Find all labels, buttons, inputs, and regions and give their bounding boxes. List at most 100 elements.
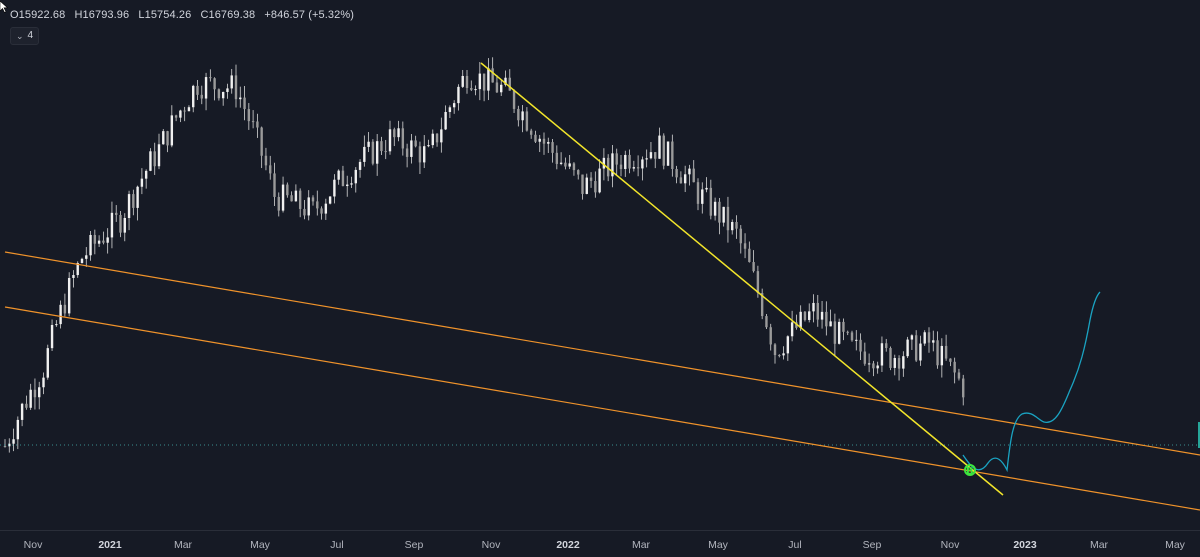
candle-body	[397, 128, 400, 138]
candle-body	[405, 148, 409, 157]
candle-body	[953, 361, 956, 373]
candle-body	[949, 358, 952, 362]
x-tick-label: 2022	[556, 539, 580, 551]
candle-body	[264, 155, 268, 166]
candle-body	[440, 129, 443, 143]
descending-trendline[interactable]	[480, 62, 1004, 496]
candle-body	[495, 82, 499, 93]
candle-body	[491, 68, 494, 83]
candle-body	[662, 135, 665, 166]
candle-body	[380, 141, 383, 152]
candle-body	[688, 168, 691, 175]
candle-body	[8, 443, 11, 447]
candle-body	[936, 340, 939, 366]
projection-path[interactable]	[962, 291, 1101, 473]
candle-body	[298, 190, 302, 209]
candle-body	[303, 208, 306, 216]
candle-body	[696, 182, 700, 204]
candle-body	[773, 344, 777, 356]
candle-body	[457, 86, 460, 104]
candle-body	[778, 355, 781, 357]
candle-body	[867, 363, 871, 365]
candle-body	[478, 73, 482, 90]
upper-channel-line[interactable]	[4, 251, 1200, 456]
candle-body	[611, 153, 614, 177]
candle-body	[273, 173, 276, 197]
candle-body	[435, 133, 439, 143]
candle-body	[281, 184, 285, 211]
candle-body	[701, 189, 704, 204]
candle-body	[521, 111, 524, 121]
candle-body	[850, 332, 854, 341]
candle-body	[893, 358, 896, 368]
candle-body	[414, 140, 417, 147]
candle-body	[221, 91, 225, 99]
candle-body	[906, 339, 909, 357]
candle-body	[324, 203, 328, 214]
candle-body	[410, 140, 413, 157]
time-axis[interactable]: Nov 2021 Mar May Jul Sep Nov 2022 Mar Ma…	[0, 530, 1200, 557]
candle-body	[636, 167, 640, 169]
candle-body	[144, 170, 148, 179]
candle-body	[799, 311, 802, 328]
candle-body	[709, 187, 713, 216]
x-tick-label: May	[1165, 539, 1185, 551]
candle-body	[474, 89, 477, 91]
candle-body	[29, 389, 32, 408]
candle-body	[692, 168, 695, 183]
candle-body	[286, 184, 289, 196]
candle-body	[679, 177, 683, 184]
candle-body	[731, 222, 734, 231]
candle-body	[187, 107, 191, 112]
candle-body	[350, 183, 353, 185]
candle-body	[418, 146, 422, 163]
lower-channel-line[interactable]	[4, 306, 1200, 511]
candle-body	[722, 206, 725, 223]
candle-body	[209, 77, 212, 79]
candle-body	[183, 110, 186, 112]
candle-body	[247, 109, 251, 122]
x-tick-label: May	[250, 539, 270, 551]
candle-body	[534, 134, 537, 142]
buy-marker[interactable]: B	[964, 464, 976, 477]
candle-body	[179, 110, 182, 118]
candle-body	[63, 304, 67, 314]
candle-body	[170, 115, 174, 146]
candle-body	[683, 174, 687, 184]
candle-body	[3, 445, 7, 447]
candle-body	[624, 154, 627, 170]
candle-body	[427, 145, 430, 147]
candle-body	[307, 197, 310, 216]
indicators-toggle-button[interactable]: ⌄ 4	[10, 27, 40, 45]
candle-body	[829, 321, 832, 327]
candle-body	[923, 332, 926, 344]
candle-body	[354, 169, 357, 184]
candle-body	[880, 343, 884, 366]
candle-body	[525, 111, 529, 131]
candle-body	[615, 153, 618, 165]
candle-body	[320, 208, 323, 214]
candle-body	[602, 157, 606, 169]
candle-body	[645, 158, 648, 160]
candle-body	[470, 87, 473, 90]
candle-body	[388, 129, 392, 152]
candle-body	[944, 345, 948, 359]
candle-body	[38, 387, 41, 398]
x-tick-label: Sep	[404, 539, 424, 551]
change-value: +846.57 (+5.32%)	[264, 9, 355, 21]
candle-body	[585, 177, 588, 194]
x-tick-label: 2021	[98, 539, 122, 551]
candle-body	[226, 88, 229, 92]
x-tick-label: Jul	[330, 539, 344, 551]
candle-body	[957, 372, 961, 379]
open-value: O15922.68	[10, 9, 66, 21]
svg-text:B: B	[966, 466, 974, 477]
candle-body	[508, 77, 511, 91]
candle-body	[927, 332, 931, 343]
candle-body	[902, 356, 905, 369]
candle-body	[859, 339, 862, 352]
candle-body	[589, 177, 593, 181]
candle-body	[42, 377, 45, 388]
candle-body	[825, 311, 828, 327]
